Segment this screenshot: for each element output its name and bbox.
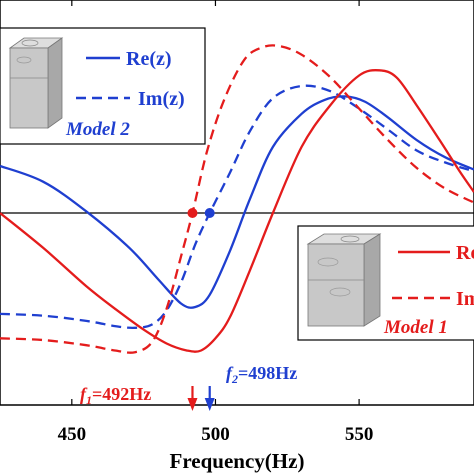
f1-sub: 1 <box>86 393 92 407</box>
legend-model2: Re(z) Im(z) Model 2 <box>0 27 206 145</box>
legend-model1: Re Im Model 1 <box>297 225 474 341</box>
f2-label: f2=498Hz <box>226 363 297 386</box>
frequency-annotations: f1=492Hz f2=498Hz <box>80 363 297 407</box>
marker-layer <box>187 208 215 411</box>
plot-frame <box>0 0 474 406</box>
legend-model1-title: Model 1 <box>383 317 448 338</box>
f1-prefix: f <box>80 384 88 404</box>
f1-label: f1=492Hz <box>80 384 151 407</box>
zero-crossing-marker-1 <box>187 208 198 218</box>
x-tick-label-450: 450 <box>58 424 87 445</box>
x-tick-label-550: 550 <box>345 424 374 445</box>
series-model2-im-line <box>0 84 474 330</box>
series-model1-re-line <box>0 69 474 353</box>
series-model2-re-line <box>0 95 474 309</box>
f1-value: =492Hz <box>92 384 151 404</box>
x-tick-label-500: 500 <box>201 424 230 445</box>
legend-model2-im-text: Im(z) <box>138 88 185 110</box>
x-axis-title: Frequency(Hz) <box>170 449 305 473</box>
f2-prefix: f <box>226 363 234 383</box>
f2-arrow-head <box>204 398 215 411</box>
f1-arrow-head <box>187 398 198 411</box>
series-model1-im-line <box>0 44 474 354</box>
series-layer <box>0 44 474 354</box>
legend-model2-re-text: Re(z) <box>126 48 172 70</box>
legend-model1-im-text: Im <box>456 288 474 310</box>
legend-model2-title: Model 2 <box>65 119 130 140</box>
f2-sub: 2 <box>231 372 238 386</box>
model2-3d-icon <box>8 37 64 129</box>
model1-3d-icon <box>306 233 382 327</box>
zero-crossing-marker-2 <box>204 208 215 218</box>
x-axis-ticks: 450 500 550 <box>58 0 374 445</box>
f2-value: =498Hz <box>238 363 297 383</box>
legend-model1-re-text: Re <box>456 242 474 264</box>
